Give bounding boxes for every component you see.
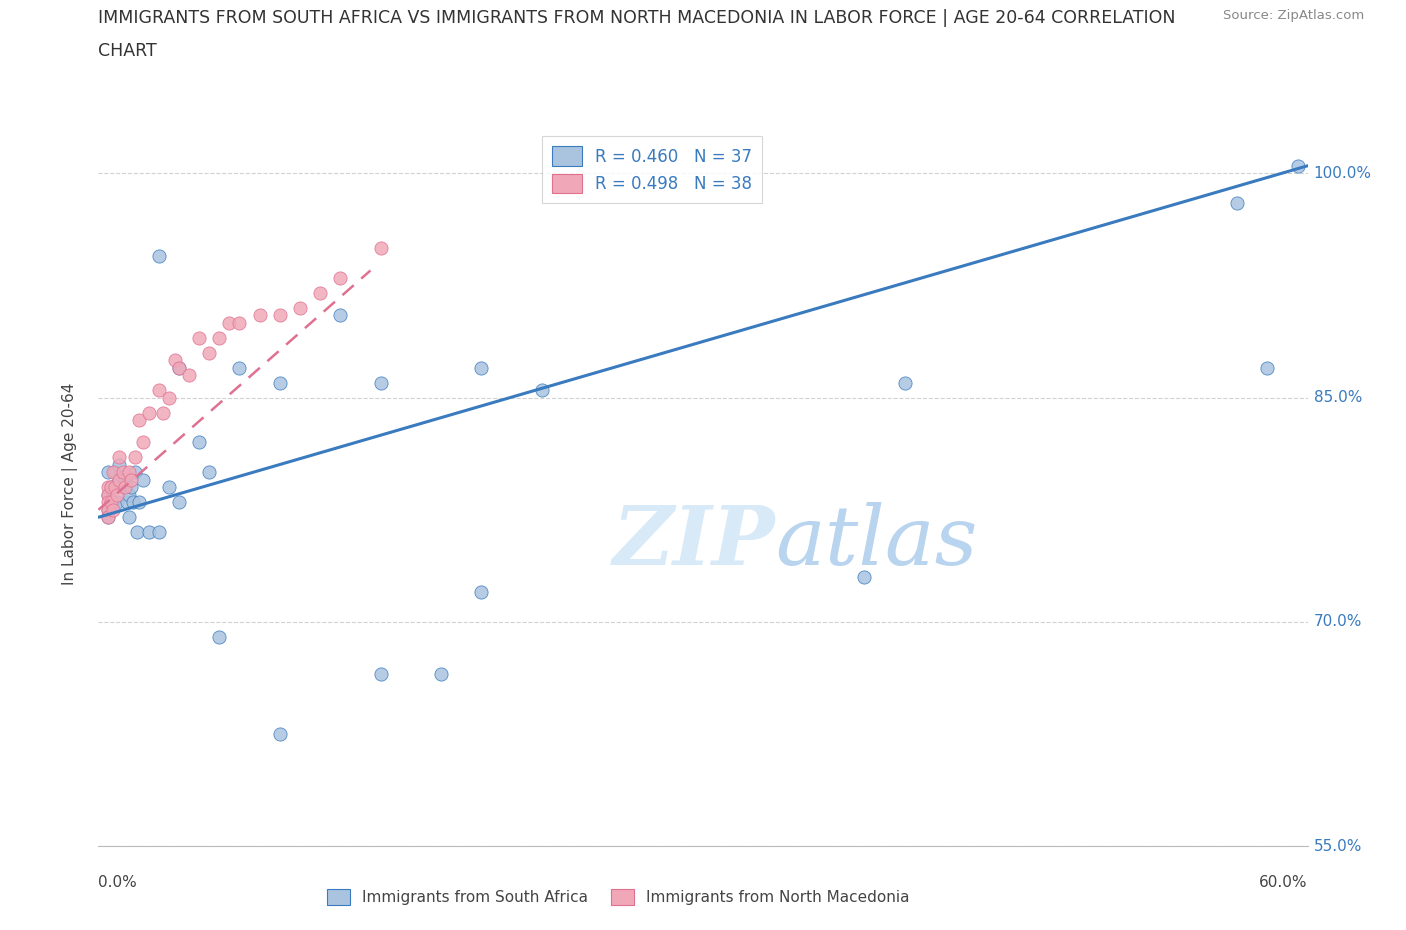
- Point: [853, 570, 876, 585]
- Point: [370, 375, 392, 390]
- Point: [132, 472, 155, 487]
- Point: [132, 435, 155, 450]
- Point: [228, 360, 250, 375]
- Point: [893, 375, 915, 390]
- Point: [97, 487, 120, 502]
- Text: 55.0%: 55.0%: [1313, 839, 1362, 854]
- Point: [114, 472, 136, 487]
- Text: ZIP: ZIP: [613, 501, 776, 581]
- Point: [107, 472, 129, 487]
- Point: [97, 502, 120, 517]
- Point: [101, 495, 124, 510]
- Point: [152, 405, 174, 420]
- Point: [97, 510, 120, 525]
- Point: [100, 480, 122, 495]
- Point: [163, 352, 186, 367]
- Point: [1256, 360, 1278, 375]
- Point: [530, 382, 553, 397]
- Point: [167, 360, 190, 375]
- Text: 0.0%: 0.0%: [98, 875, 138, 890]
- Point: [97, 502, 120, 517]
- Point: [198, 465, 221, 480]
- Point: [148, 248, 170, 263]
- Point: [97, 510, 120, 525]
- Point: [188, 435, 211, 450]
- Point: [177, 367, 201, 382]
- Point: [101, 502, 124, 517]
- Text: atlas: atlas: [776, 501, 979, 581]
- Point: [105, 487, 128, 502]
- Point: [370, 667, 392, 682]
- Point: [309, 286, 332, 300]
- Text: IMMIGRANTS FROM SOUTH AFRICA VS IMMIGRANTS FROM NORTH MACEDONIA IN LABOR FORCE |: IMMIGRANTS FROM SOUTH AFRICA VS IMMIGRAN…: [98, 9, 1175, 27]
- Point: [103, 480, 125, 495]
- Point: [228, 315, 250, 330]
- Text: Source: ZipAtlas.com: Source: ZipAtlas.com: [1223, 9, 1364, 22]
- Point: [111, 480, 134, 495]
- Point: [128, 413, 150, 428]
- Point: [148, 525, 170, 539]
- Point: [208, 330, 231, 345]
- Point: [100, 480, 122, 495]
- Point: [269, 308, 291, 323]
- Point: [120, 480, 142, 495]
- Point: [218, 315, 240, 330]
- Y-axis label: In Labor Force | Age 20-64: In Labor Force | Age 20-64: [62, 382, 77, 585]
- Point: [249, 308, 271, 323]
- Point: [470, 585, 492, 600]
- Point: [157, 480, 180, 495]
- Text: 70.0%: 70.0%: [1313, 615, 1362, 630]
- Text: CHART: CHART: [98, 42, 157, 60]
- Point: [470, 360, 492, 375]
- Point: [148, 382, 170, 397]
- Point: [114, 480, 136, 495]
- Point: [121, 495, 143, 510]
- Point: [198, 345, 221, 360]
- Point: [167, 360, 190, 375]
- Point: [124, 450, 146, 465]
- Point: [118, 487, 141, 502]
- Point: [370, 241, 392, 256]
- Point: [138, 405, 160, 420]
- Point: [97, 495, 120, 510]
- Point: [269, 375, 291, 390]
- Point: [329, 271, 352, 286]
- Point: [97, 465, 120, 480]
- Point: [120, 472, 142, 487]
- Text: 85.0%: 85.0%: [1313, 390, 1362, 405]
- Point: [188, 330, 211, 345]
- Point: [103, 465, 125, 480]
- Text: 100.0%: 100.0%: [1313, 166, 1372, 180]
- Point: [124, 465, 146, 480]
- Point: [1226, 195, 1249, 210]
- Point: [430, 667, 453, 682]
- Point: [111, 465, 134, 480]
- Point: [107, 472, 129, 487]
- Point: [167, 495, 190, 510]
- Point: [100, 495, 122, 510]
- Point: [97, 487, 120, 502]
- Point: [115, 495, 138, 510]
- Point: [97, 480, 120, 495]
- Point: [128, 495, 150, 510]
- Point: [125, 525, 148, 539]
- Point: [1286, 158, 1309, 173]
- Point: [107, 458, 129, 472]
- Point: [101, 465, 124, 480]
- Point: [269, 726, 291, 741]
- Text: 60.0%: 60.0%: [1260, 875, 1308, 890]
- Point: [107, 450, 129, 465]
- Point: [138, 525, 160, 539]
- Point: [329, 308, 352, 323]
- Point: [208, 630, 231, 644]
- Point: [118, 510, 141, 525]
- Point: [157, 391, 180, 405]
- Point: [118, 465, 141, 480]
- Legend: Immigrants from South Africa, Immigrants from North Macedonia: Immigrants from South Africa, Immigrants…: [321, 883, 915, 911]
- Point: [105, 495, 128, 510]
- Point: [288, 300, 311, 315]
